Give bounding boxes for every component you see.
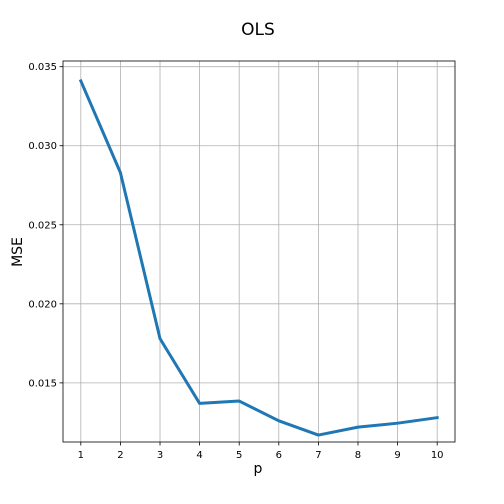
x-tick-label: 2 [117,450,123,461]
x-tick-label: 3 [157,450,163,461]
ticks: 1 2 3 4 5 6 7 8 9 10 0.015 0.020 0.025 0.030 0.035 [28,62,443,461]
series-line [78,78,439,437]
x-axis-label: p [254,461,263,477]
x-tick-label: 10 [431,450,444,461]
y-axis-label: MSE [10,237,26,267]
x-tick-label: 7 [315,450,321,461]
y-tick-label: 0.015 [28,378,57,389]
x-tick-label: 8 [355,450,361,461]
x-tick-label: 4 [196,450,202,461]
x-tick-label: 9 [394,450,400,461]
y-tick-label: 0.035 [28,62,57,73]
grid [63,61,455,442]
y-tick-label: 0.020 [28,299,57,310]
series-layer [78,78,439,437]
chart-title: OLS [241,20,275,40]
x-tick-label: 5 [236,450,242,461]
x-tick-label: 6 [276,450,282,461]
y-tick-label: 0.030 [28,141,57,152]
x-tick-label: 1 [78,450,84,461]
y-tick-label: 0.025 [28,220,57,231]
plot-frame [62,60,456,443]
